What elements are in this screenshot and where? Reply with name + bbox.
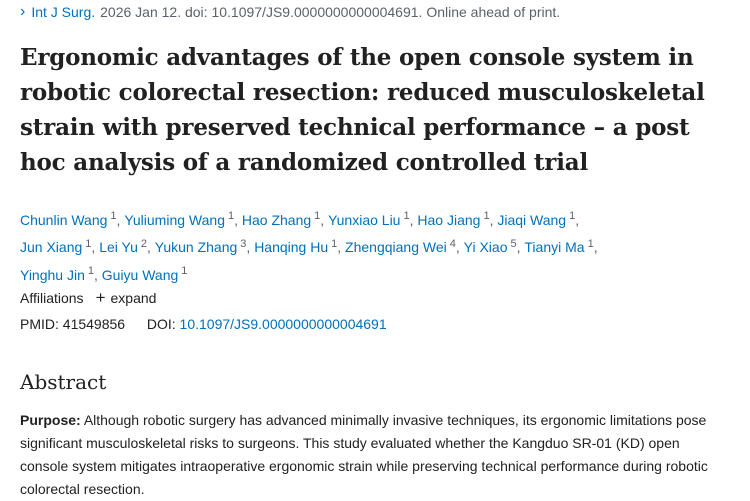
author-item: Hanqing Hu 1,	[254, 237, 346, 256]
plus-icon[interactable]: +	[95, 288, 106, 307]
author-link[interactable]: Hanqing Hu	[254, 239, 329, 256]
doi-label: DOI:	[146, 316, 176, 332]
author-item: Yinghu Jin 1,	[20, 265, 102, 283]
author-item: Chunlin Wang 1,	[20, 210, 125, 228]
pmid-label: PMID:	[20, 316, 59, 332]
affiliation-number[interactable]: 1	[483, 210, 490, 222]
affiliation-number[interactable]: 1	[569, 210, 576, 222]
author-item: Jun Xiang 1,	[20, 237, 100, 256]
abstract-heading: Abstract	[20, 370, 107, 394]
author-item: Lei Yu 2,	[99, 237, 155, 256]
pmid-value: 41549856	[62, 316, 126, 332]
affiliation-number[interactable]: 1	[403, 210, 410, 222]
affiliations-label: Affiliations	[20, 289, 84, 306]
purpose-label: Purpose:	[20, 412, 81, 428]
author-link[interactable]: Guiyu Wang	[101, 266, 179, 283]
expand-button[interactable]: expand	[110, 289, 157, 306]
affiliation-number[interactable]: 2	[140, 237, 147, 250]
affiliation-number[interactable]: 1	[110, 210, 117, 222]
author-link[interactable]: Chunlin Wang	[20, 211, 108, 228]
author-item: Jiaqi Wang 1,	[497, 210, 580, 228]
author-item: Zhengqiang Wei 4,	[345, 237, 464, 256]
citation-line: › Int J Surg. 2026 Jan 12. doi: 10.1097/…	[20, 3, 561, 21]
author-link[interactable]: Yi Xiao	[463, 239, 508, 256]
affiliation-number[interactable]: 1	[85, 237, 92, 250]
author-link[interactable]: Yukun Zhang	[154, 239, 238, 256]
author-item: Yukun Zhang 3,	[154, 237, 255, 256]
affiliation-number[interactable]: 1	[314, 210, 321, 222]
author-link[interactable]: Yunxiao Liu	[328, 211, 401, 228]
author-list: Chunlin Wang 1, Yuliuming Wang 1, Hao Zhan…	[20, 204, 720, 287]
chevron-right-icon[interactable]: ›	[20, 3, 26, 20]
affiliation-number[interactable]: 3	[240, 237, 247, 250]
affiliation-number[interactable]: 1	[87, 265, 94, 278]
author-item: Yi Xiao 5,	[463, 237, 525, 256]
author-link[interactable]: Tianyi Ma	[524, 239, 585, 256]
author-item: Guiyu Wang 1	[101, 265, 188, 283]
author-link[interactable]: Hao Jiang	[417, 211, 481, 228]
author-link[interactable]: Yuliuming Wang	[124, 211, 225, 228]
identifiers-line: PMID: 41549856 DOI: 10.1097/JS9.00000000…	[20, 316, 387, 332]
author-item: Hao Jiang 1,	[417, 210, 498, 228]
author-link[interactable]: Yinghu Jin	[20, 266, 85, 283]
affiliation-number[interactable]: 1	[227, 210, 235, 222]
author-item: Hao Zhang 1,	[241, 210, 329, 228]
affiliation-number[interactable]: 1	[331, 237, 338, 250]
author-item: Yuliuming Wang 1,	[124, 210, 242, 228]
affiliation-number[interactable]: 1	[181, 265, 188, 278]
author-link[interactable]: Hao Zhang	[241, 211, 312, 228]
article-title: Ergonomic advantages of the open console…	[20, 44, 705, 176]
journal-link[interactable]: Int J Surg.	[31, 4, 96, 20]
author-item: Yunxiao Liu 1,	[328, 210, 418, 228]
purpose-text: Although robotic surgery has advanced mi…	[20, 412, 708, 497]
affiliations-toggle[interactable]: Affiliations + expand	[20, 289, 156, 306]
abstract-purpose: Purpose: Although robotic surgery has ad…	[20, 409, 725, 501]
author-link[interactable]: Lei Yu	[99, 239, 138, 256]
author-link[interactable]: Jiaqi Wang	[497, 211, 567, 228]
author-item: Tianyi Ma 1,	[524, 237, 598, 256]
affiliation-number[interactable]: 1	[587, 237, 594, 250]
author-link[interactable]: Jun Xiang	[20, 239, 83, 256]
affiliation-number[interactable]: 5	[510, 237, 517, 250]
affiliation-number[interactable]: 4	[449, 237, 456, 250]
author-link[interactable]: Zhengqiang Wei	[345, 239, 447, 256]
doi-link[interactable]: 10.1097/JS9.0000000000004691	[179, 316, 387, 332]
citation-details: 2026 Jan 12. doi: 10.1097/JS9.0000000000…	[100, 4, 561, 20]
